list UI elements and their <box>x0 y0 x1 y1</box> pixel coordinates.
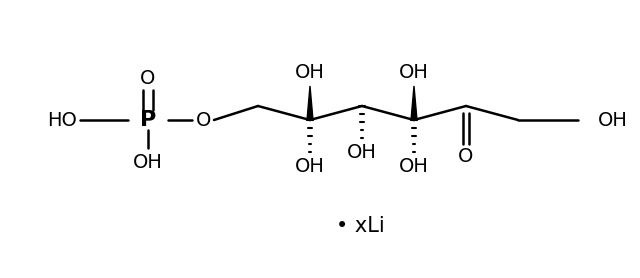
Text: O: O <box>196 110 212 130</box>
Text: P: P <box>140 110 156 130</box>
Text: HO: HO <box>47 110 77 130</box>
Text: OH: OH <box>133 153 163 172</box>
Text: • xLi: • xLi <box>335 216 385 236</box>
Text: O: O <box>140 68 156 88</box>
Text: OH: OH <box>598 110 628 130</box>
Text: OH: OH <box>295 63 325 81</box>
Polygon shape <box>411 86 417 120</box>
Polygon shape <box>307 86 313 120</box>
Text: OH: OH <box>399 157 429 175</box>
Text: OH: OH <box>347 143 377 162</box>
Text: OH: OH <box>295 157 325 175</box>
Text: O: O <box>458 147 474 165</box>
Text: OH: OH <box>399 63 429 81</box>
